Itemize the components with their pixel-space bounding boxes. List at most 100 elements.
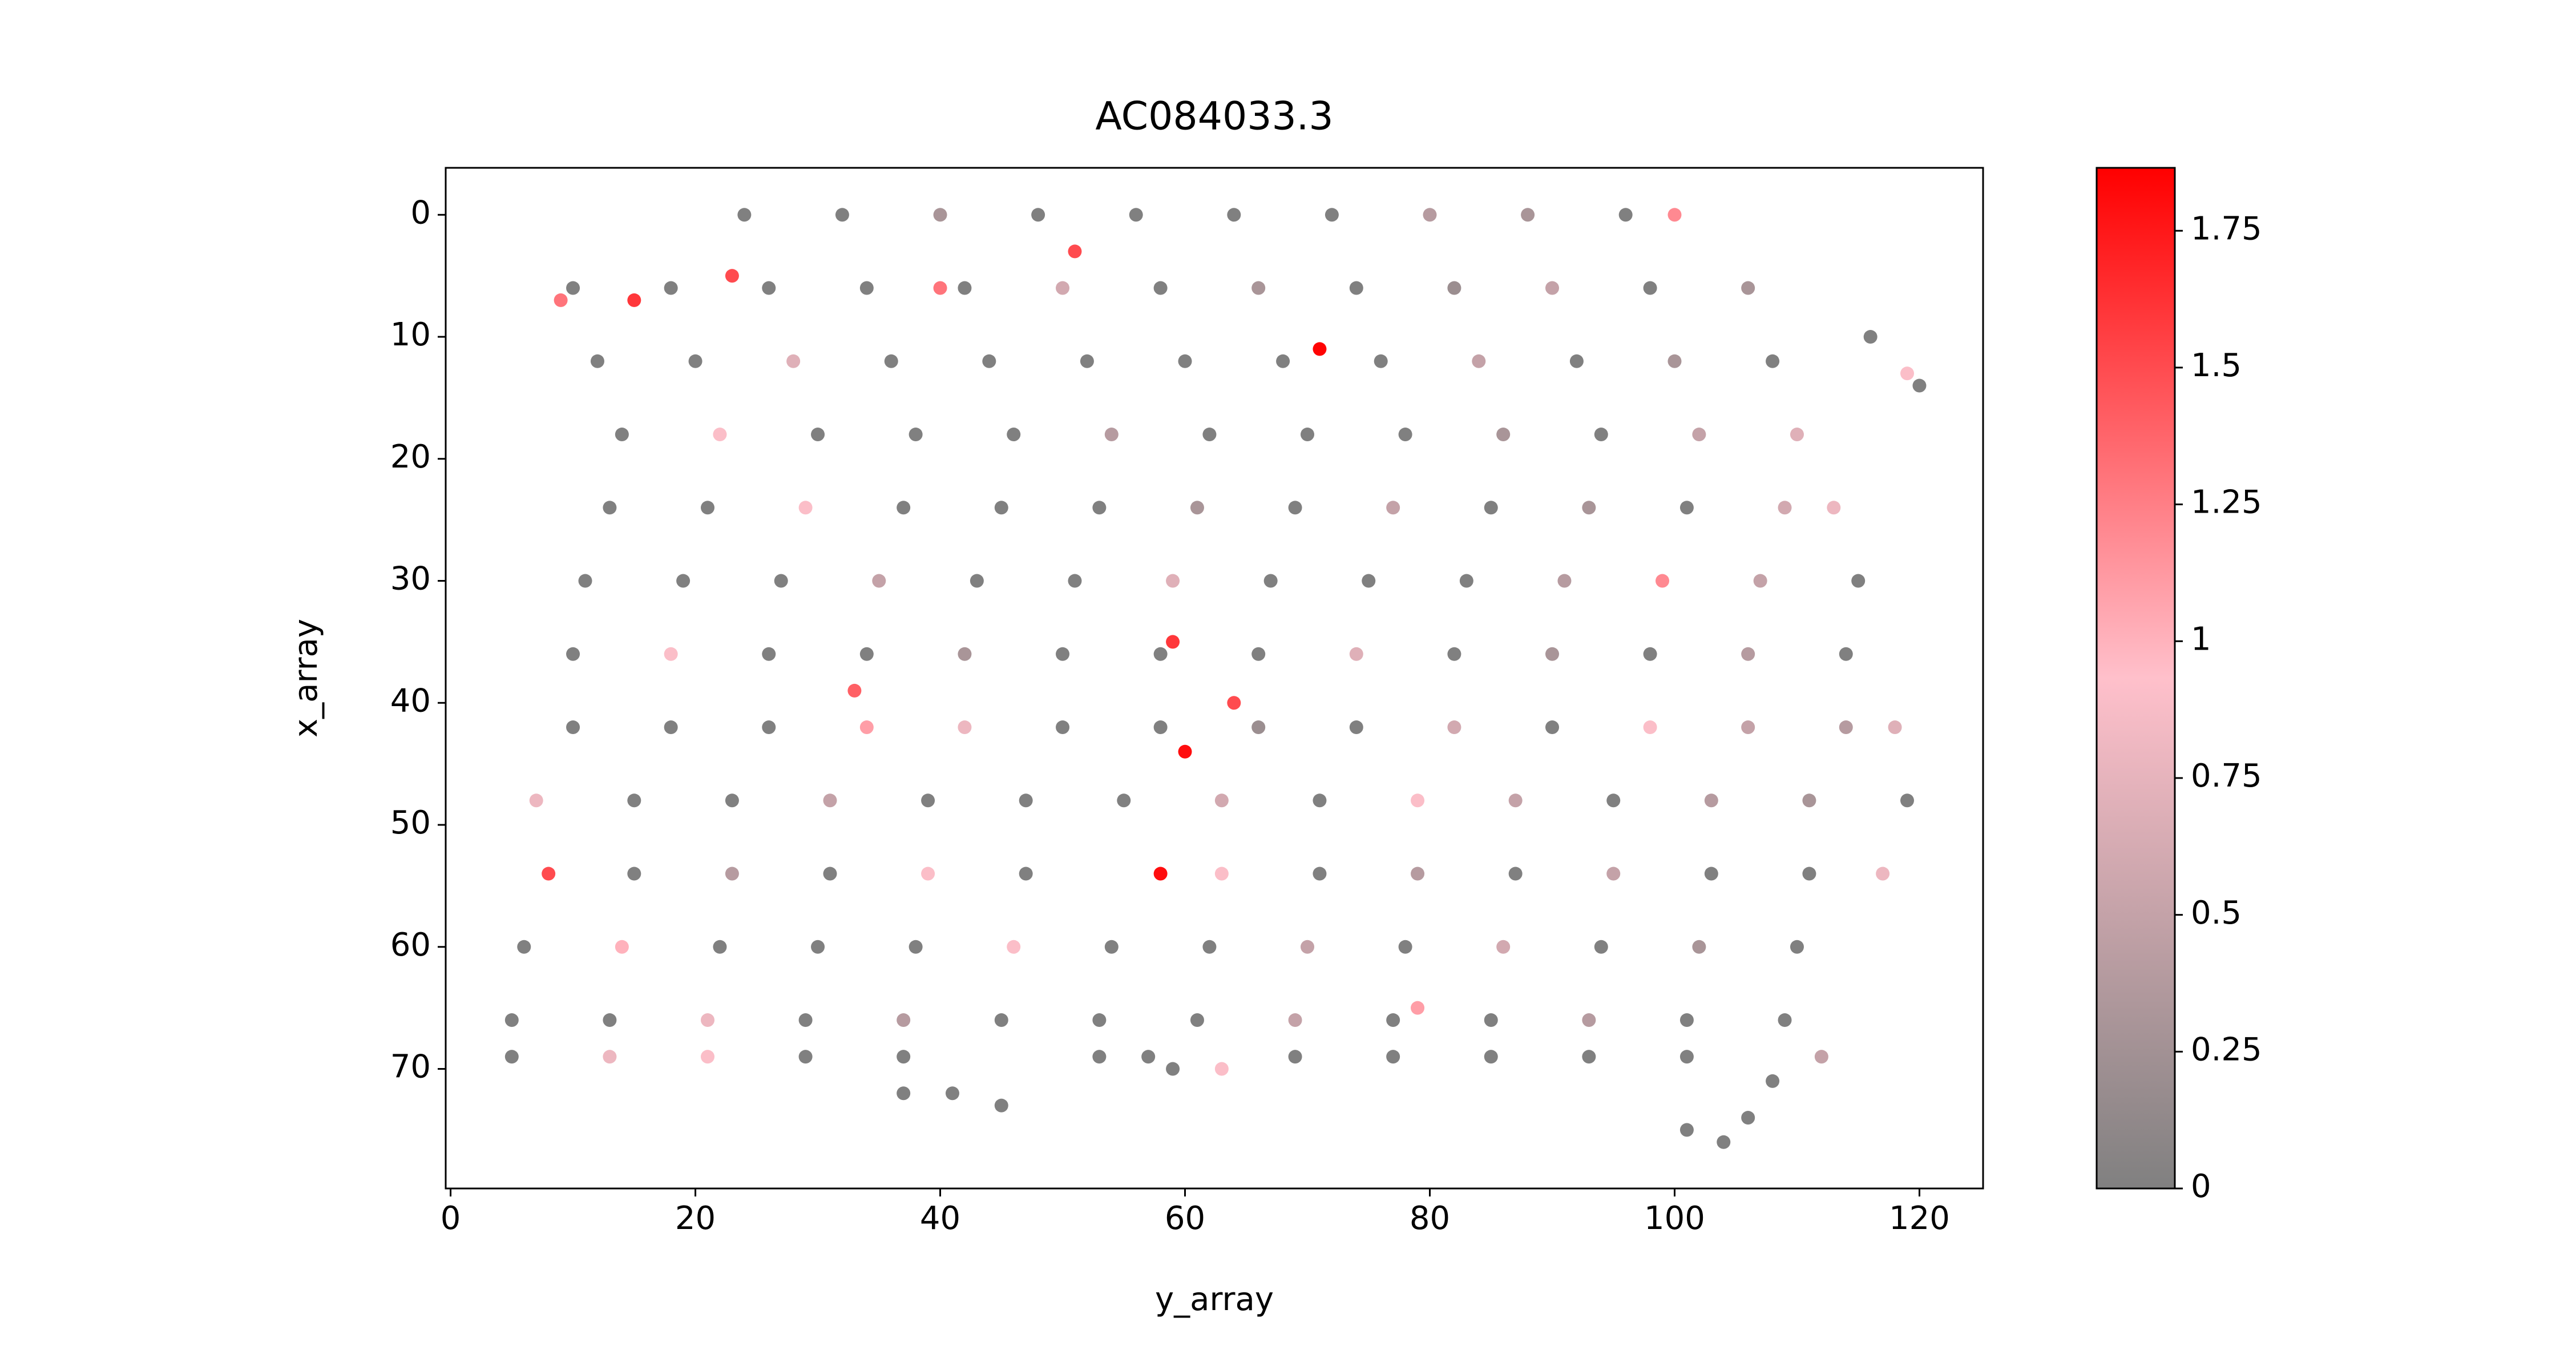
chart-title: AC084033.3 <box>1095 94 1333 139</box>
spot <box>1656 574 1670 588</box>
spot <box>1545 281 1559 295</box>
spot <box>1301 428 1315 442</box>
y-tick-label: 40 <box>390 682 431 719</box>
spot <box>1508 793 1523 808</box>
spot <box>1692 940 1706 954</box>
spot <box>737 208 752 222</box>
spot <box>1056 281 1070 295</box>
spot <box>1178 354 1192 368</box>
spot <box>1411 1001 1425 1015</box>
plot-frame <box>445 167 1984 1190</box>
spot <box>1496 940 1511 954</box>
y-tick-label: 20 <box>390 438 431 476</box>
spot <box>1508 867 1523 881</box>
spot <box>1251 281 1266 295</box>
spot <box>713 940 727 954</box>
colorbar-tick-label: 0.75 <box>2191 757 2262 795</box>
spot <box>897 1013 911 1028</box>
spot <box>762 647 776 661</box>
spot <box>504 1013 519 1028</box>
spot <box>1276 354 1290 368</box>
spot <box>1092 1050 1107 1064</box>
spot <box>798 1050 813 1064</box>
spot <box>1741 1111 1755 1125</box>
spot <box>1643 720 1657 735</box>
spot <box>1227 208 1241 222</box>
x-tick-label: 60 <box>1165 1200 1205 1237</box>
spot <box>578 574 592 588</box>
spot <box>933 208 947 222</box>
spot <box>1679 501 1694 515</box>
spot <box>713 428 727 442</box>
spot <box>1447 720 1461 735</box>
spot <box>603 501 617 515</box>
spot <box>811 940 825 954</box>
spot <box>664 647 678 661</box>
spot <box>859 647 874 661</box>
spot <box>615 428 629 442</box>
spot <box>958 281 972 295</box>
spot <box>774 574 788 588</box>
spot <box>1386 1050 1400 1064</box>
spot <box>1679 1013 1694 1028</box>
spot <box>1863 330 1878 344</box>
y-tick-label: 70 <box>390 1049 431 1086</box>
spot <box>1692 428 1706 442</box>
spot <box>517 940 531 954</box>
spot <box>921 793 935 808</box>
spot <box>1288 1013 1302 1028</box>
spot <box>909 428 923 442</box>
spot <box>1214 867 1229 881</box>
spot <box>1459 574 1473 588</box>
spot <box>1251 647 1266 661</box>
y-tick-label: 0 <box>410 194 431 231</box>
spot <box>1839 720 1853 735</box>
colorbar-tick-label: 1.25 <box>2191 484 2262 521</box>
spot <box>1092 1013 1107 1028</box>
spot <box>1679 1050 1694 1064</box>
spot <box>1202 940 1217 954</box>
spot <box>1166 635 1180 649</box>
spot <box>1582 501 1596 515</box>
spot <box>933 281 947 295</box>
spot <box>566 720 580 735</box>
spot <box>1704 867 1718 881</box>
spot <box>554 293 568 307</box>
spot <box>872 574 886 588</box>
spot <box>1129 208 1143 222</box>
spot <box>603 1050 617 1064</box>
spot <box>1594 940 1608 954</box>
spot <box>859 281 874 295</box>
spot <box>1778 501 1792 515</box>
spot <box>725 867 739 881</box>
spot <box>1827 501 1841 515</box>
spot <box>1667 354 1682 368</box>
spot <box>1802 793 1816 808</box>
spot <box>664 720 678 735</box>
spot <box>1582 1050 1596 1064</box>
spot <box>1104 428 1119 442</box>
spot <box>1007 428 1021 442</box>
spot <box>1741 281 1755 295</box>
spot <box>1386 1013 1400 1028</box>
spot <box>1068 244 1082 259</box>
spot <box>688 354 702 368</box>
spot <box>1912 378 1927 393</box>
x-tick-label: 100 <box>1644 1200 1705 1237</box>
spot <box>762 281 776 295</box>
spot <box>1288 1050 1302 1064</box>
spot <box>1766 1074 1780 1088</box>
spot <box>1484 501 1498 515</box>
spot <box>1117 793 1131 808</box>
spot <box>1007 940 1021 954</box>
y-tick-label: 10 <box>390 316 431 353</box>
spot <box>823 867 837 881</box>
spot <box>1839 647 1853 661</box>
spot <box>1802 867 1816 881</box>
spot <box>1263 574 1278 588</box>
colorbar-tick-label: 1.75 <box>2191 210 2262 247</box>
spot <box>1031 208 1045 222</box>
spot <box>811 428 825 442</box>
spot <box>615 940 629 954</box>
spot <box>958 720 972 735</box>
